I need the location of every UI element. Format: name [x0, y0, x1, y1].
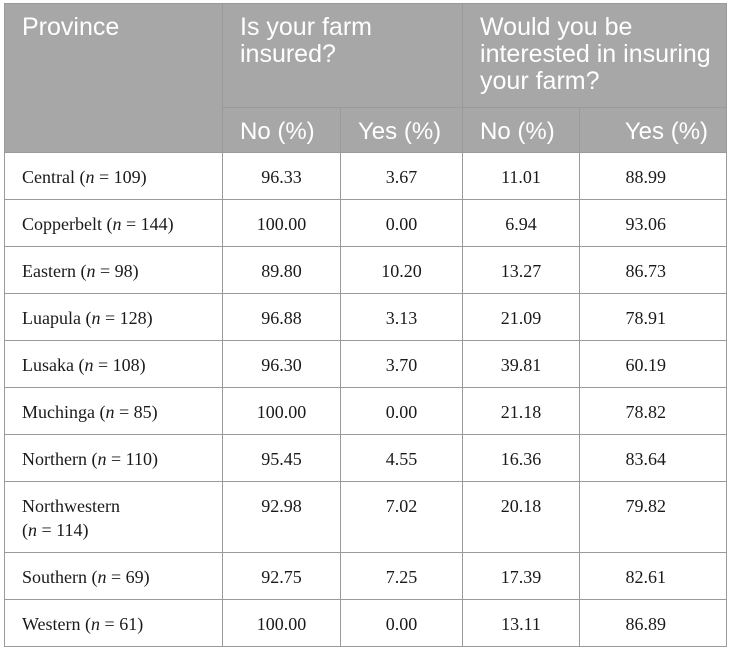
sample-size: 114 [56, 520, 83, 540]
sample-size: 108 [112, 355, 140, 375]
interest-no-cell: 16.36 [462, 434, 581, 482]
province-name: Northwestern [22, 496, 120, 516]
insured-no-cell: 92.75 [222, 552, 341, 600]
interest-no-cell: 6.94 [462, 199, 581, 247]
sample-size: 128 [119, 308, 147, 328]
province-name: Western [22, 614, 81, 634]
sample-size: 144 [140, 214, 168, 234]
interest-yes-cell: 86.73 [579, 246, 728, 294]
insured-no-cell: 100.00 [222, 199, 341, 247]
sample-size: 69 [125, 567, 144, 587]
province-cell: Northern (n = 110) [4, 434, 223, 482]
interest-no-cell: 17.39 [462, 552, 581, 600]
insured-no-cell: 100.00 [222, 387, 341, 435]
insured-yes-cell: 3.67 [339, 152, 464, 200]
sample-size: 61 [119, 614, 138, 634]
province-name: Southern [22, 567, 87, 587]
interest-yes-cell: 88.99 [579, 152, 728, 200]
table-row: Lusaka (n = 108) 96.30 3.70 39.81 60.19 [4, 340, 728, 388]
sample-size: 110 [125, 449, 152, 469]
insured-no-cell: 96.33 [222, 152, 341, 200]
insured-yes-cell: 10.20 [339, 246, 464, 294]
province-cell: Central (n = 109) [4, 152, 223, 200]
province-name: Lusaka [22, 355, 74, 375]
interest-yes-header: Yes (%) [579, 107, 728, 153]
interest-no-cell: 13.11 [462, 599, 581, 647]
interest-yes-cell: 60.19 [579, 340, 728, 388]
sample-size: 85 [133, 402, 152, 422]
interest-no-cell: 13.27 [462, 246, 581, 294]
province-cell: Southern (n = 69) [4, 552, 223, 600]
table-row: Copperbelt (n = 144) 100.00 0.00 6.94 93.06 [4, 199, 728, 247]
interest-no-cell: 20.18 [462, 481, 581, 553]
sample-size: 109 [113, 167, 141, 187]
insured-no-cell: 92.98 [222, 481, 341, 553]
insured-yes-cell: 0.00 [339, 599, 464, 647]
insured-yes-cell: 4.55 [339, 434, 464, 482]
province-cell: Muchinga (n = 85) [4, 387, 223, 435]
province-cell: Western (n = 61) [4, 599, 223, 647]
interest-no-cell: 39.81 [462, 340, 581, 388]
province-cell: Eastern (n = 98) [4, 246, 223, 294]
sample-size: 98 [114, 261, 133, 281]
insured-group-header: Is your farm insured? [221, 3, 464, 108]
table-row: Muchinga (n = 85) 100.00 0.00 21.18 78.82 [4, 387, 728, 435]
insured-yes-cell: 0.00 [339, 199, 464, 247]
insured-no-cell: 100.00 [222, 599, 341, 647]
table-row: Eastern (n = 98) 89.80 10.20 13.27 86.73 [4, 246, 728, 294]
interest-yes-cell: 78.82 [579, 387, 728, 435]
interest-yes-cell: 86.89 [579, 599, 728, 647]
insured-yes-cell: 3.70 [339, 340, 464, 388]
insured-yes-cell: 3.13 [339, 293, 464, 341]
interest-yes-cell: 78.91 [579, 293, 728, 341]
province-name: Copperbelt [22, 214, 102, 234]
insured-yes-header: Yes (%) [339, 107, 464, 153]
table-row: Northern (n = 110) 95.45 4.55 16.36 83.64 [4, 434, 728, 482]
interest-yes-cell: 79.82 [579, 481, 728, 553]
interest-group-header: Would you be interested in insuring your… [462, 3, 728, 108]
table-row: Southern (n = 69) 92.75 7.25 17.39 82.61 [4, 552, 728, 600]
interest-yes-cell: 82.61 [579, 552, 728, 600]
interest-no-cell: 21.09 [462, 293, 581, 341]
province-name: Luapula [22, 308, 81, 328]
insured-no-cell: 89.80 [222, 246, 341, 294]
province-cell: Lusaka (n = 108) [4, 340, 223, 388]
interest-yes-cell: 93.06 [579, 199, 728, 247]
table-body: Central (n = 109) 96.33 3.67 11.01 88.99 Copp… [4, 152, 728, 647]
province-header: Province [4, 3, 223, 153]
table-row: Luapula (n = 128) 96.88 3.13 21.09 78.91 [4, 293, 728, 341]
insured-yes-cell: 7.25 [339, 552, 464, 600]
insured-no-cell: 95.45 [222, 434, 341, 482]
interest-no-cell: 21.18 [462, 387, 581, 435]
interest-no-header: No (%) [462, 107, 581, 153]
table-row: Central (n = 109) 96.33 3.67 11.01 88.99 [4, 152, 728, 200]
province-name: Eastern [22, 261, 76, 281]
province-name: Muchinga [22, 402, 95, 422]
insured-no-cell: 96.30 [222, 340, 341, 388]
insured-yes-cell: 0.00 [339, 387, 464, 435]
interest-no-cell: 11.01 [462, 152, 581, 200]
province-name: Central [22, 167, 75, 187]
insurance-by-province-table: Province Is your farm insured? Would you… [4, 3, 728, 647]
province-cell: Luapula (n = 128) [4, 293, 223, 341]
insured-no-cell: 96.88 [222, 293, 341, 341]
interest-yes-cell: 83.64 [579, 434, 728, 482]
province-name: Northern [22, 449, 87, 469]
table-row: Northwestern (n = 114) 92.98 7.02 20.18 79.82 [4, 481, 728, 553]
province-cell: Copperbelt (n = 144) [4, 199, 223, 247]
insured-no-header: No (%) [222, 107, 341, 153]
table-row: Western (n = 61) 100.00 0.00 13.11 86.89 [4, 599, 728, 647]
insured-yes-cell: 7.02 [339, 481, 464, 553]
province-cell: Northwestern (n = 114) [4, 481, 223, 553]
table-header: Province Is your farm insured? Would you… [4, 3, 728, 153]
